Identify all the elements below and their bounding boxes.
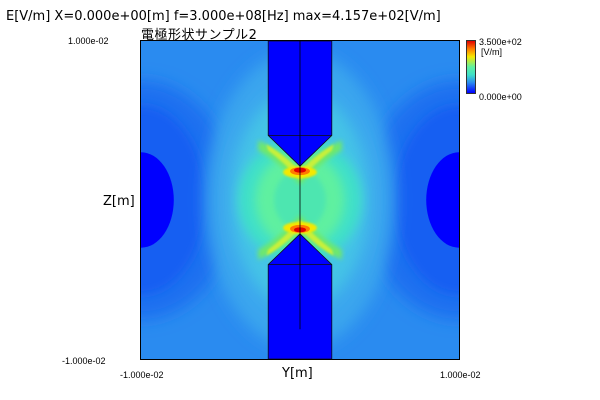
z-bottom-tick: -1.000e-02 <box>62 356 106 366</box>
right-field-lobe <box>426 152 459 248</box>
plot-title: E[V/m] X=0.000e+00[m] f=3.000e+08[Hz] ma… <box>6 9 441 24</box>
colorbar-min-label: 0.000e+00 <box>479 92 522 102</box>
left-field-lobe <box>141 152 174 248</box>
colorbar-max-label: 3.500e+02 <box>479 37 522 47</box>
z-axis-label: Z[m] <box>103 194 135 209</box>
field-plot[interactable] <box>140 40 460 360</box>
plot-subtitle: 電極形状サンプル2 <box>141 28 258 43</box>
y-axis-label: Y[m] <box>282 366 313 381</box>
colorbar-unit-label: [V/m] <box>481 47 503 57</box>
y-left-tick: -1.000e-02 <box>120 370 164 380</box>
colorbar-gradient <box>467 41 475 93</box>
colorbar <box>466 40 476 94</box>
y-right-tick: 1.000e-02 <box>440 370 481 380</box>
field-heatmap <box>141 41 459 359</box>
z-top-tick: 1.000e-02 <box>68 36 109 46</box>
